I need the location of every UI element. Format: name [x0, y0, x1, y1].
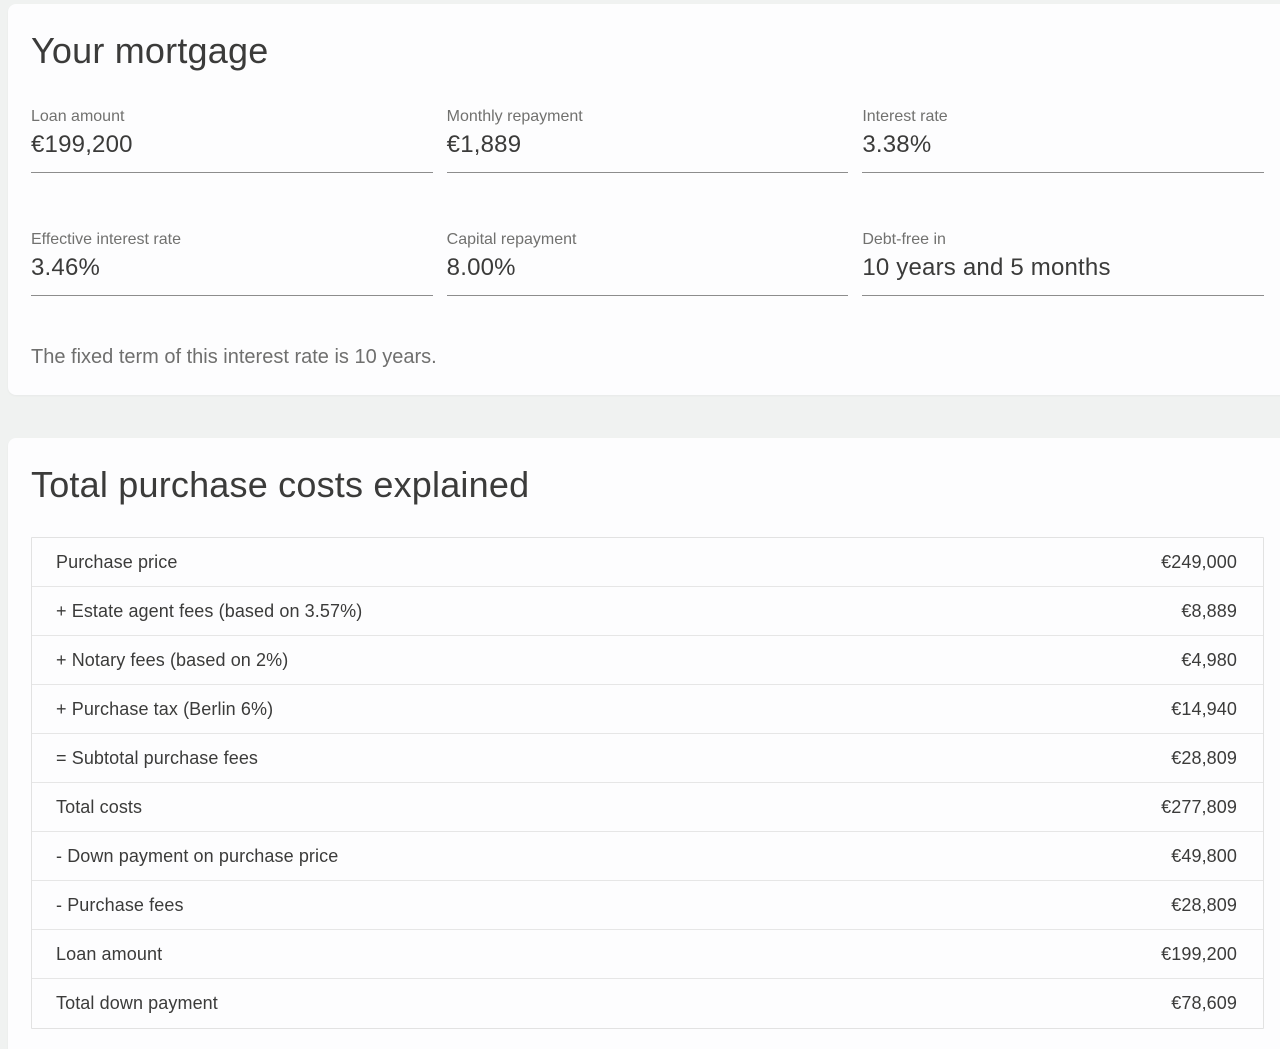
table-row: Total down payment €78,609 — [32, 979, 1263, 1028]
cost-row-label: - Down payment on purchase price — [56, 845, 339, 866]
mortgage-field[interactable]: Loan amount €199,200 — [31, 106, 433, 173]
cost-row-label: = Subtotal purchase fees — [56, 747, 259, 768]
field-label: Debt-free in — [862, 231, 946, 248]
costs-card-title: Total purchase costs explained — [31, 464, 530, 505]
cost-row-label: Total costs — [56, 796, 143, 817]
field-value[interactable]: €1,889 — [446, 131, 522, 158]
cost-row-value: €28,809 — [1171, 894, 1237, 915]
mortgage-field[interactable]: Monthly repayment €1,889 — [446, 106, 849, 173]
cost-row-value: €277,809 — [1161, 796, 1237, 817]
costs-table: Purchase price €249,000 + Estate agent f… — [31, 537, 1264, 1029]
mortgage-field[interactable]: Interest rate 3.38% — [862, 106, 1264, 173]
field-value[interactable]: 3.46% — [31, 254, 101, 281]
cost-row-label: Total down payment — [56, 993, 218, 1013]
cost-row-value: €249,000 — [1161, 551, 1237, 572]
field-label: Loan amount — [31, 108, 125, 125]
mortgage-field[interactable]: Effective interest rate 3.46% — [31, 229, 433, 296]
field-value[interactable]: €199,200 — [31, 131, 133, 158]
cost-row-value: €28,809 — [1171, 747, 1237, 768]
table-row: Purchase price €249,000 — [32, 538, 1263, 587]
cost-row-value: €14,940 — [1171, 698, 1237, 719]
cost-row-value: €4,980 — [1181, 649, 1237, 670]
cost-row-label: Purchase price — [56, 551, 178, 572]
table-row: + Purchase tax (Berlin 6%) €14,940 — [32, 685, 1263, 734]
field-label: Interest rate — [862, 108, 948, 125]
mortgage-field[interactable]: Capital repayment 8.00% — [446, 229, 849, 296]
cost-row-label: - Purchase fees — [56, 894, 184, 915]
cost-row-value: €78,609 — [1171, 993, 1237, 1013]
mortgage-summary-card: Your mortgage Loan amount €199,200 Month… — [8, 4, 1280, 395]
table-row: Loan amount €199,200 — [32, 930, 1263, 979]
field-label: Monthly repayment — [446, 108, 583, 125]
field-label: Capital repayment — [446, 231, 577, 248]
mortgage-field[interactable]: Debt-free in 10 years and 5 months — [862, 229, 1264, 296]
field-value[interactable]: 10 years and 5 months — [862, 254, 1111, 281]
table-row: + Notary fees (based on 2%) €4,980 — [32, 636, 1263, 685]
field-label: Effective interest rate — [31, 231, 181, 248]
field-value[interactable]: 8.00% — [446, 254, 516, 281]
cost-row-value: €199,200 — [1161, 943, 1237, 964]
mortgage-card-title: Your mortgage — [31, 30, 269, 71]
table-row: Total costs €277,809 — [32, 783, 1263, 832]
cost-row-value: €49,800 — [1171, 845, 1237, 866]
mortgage-fields-grid: Loan amount €199,200 Monthly repayment €… — [31, 106, 1264, 296]
purchase-costs-card: Total purchase costs explained Purchase … — [8, 438, 1280, 1049]
table-row: = Subtotal purchase fees €28,809 — [32, 734, 1263, 783]
cost-row-value: €8,889 — [1181, 600, 1237, 621]
table-row: - Purchase fees €28,809 — [32, 881, 1263, 930]
cost-row-label: + Purchase tax (Berlin 6%) — [56, 698, 274, 719]
cost-row-label: Loan amount — [56, 943, 163, 964]
cost-row-label: + Notary fees (based on 2%) — [56, 649, 289, 670]
table-row: + Estate agent fees (based on 3.57%) €8,… — [32, 587, 1263, 636]
field-value[interactable]: 3.38% — [862, 131, 932, 158]
fixed-term-note: The fixed term of this interest rate is … — [31, 346, 437, 368]
cost-row-label: + Estate agent fees (based on 3.57%) — [56, 600, 363, 621]
table-row: - Down payment on purchase price €49,800 — [32, 832, 1263, 881]
